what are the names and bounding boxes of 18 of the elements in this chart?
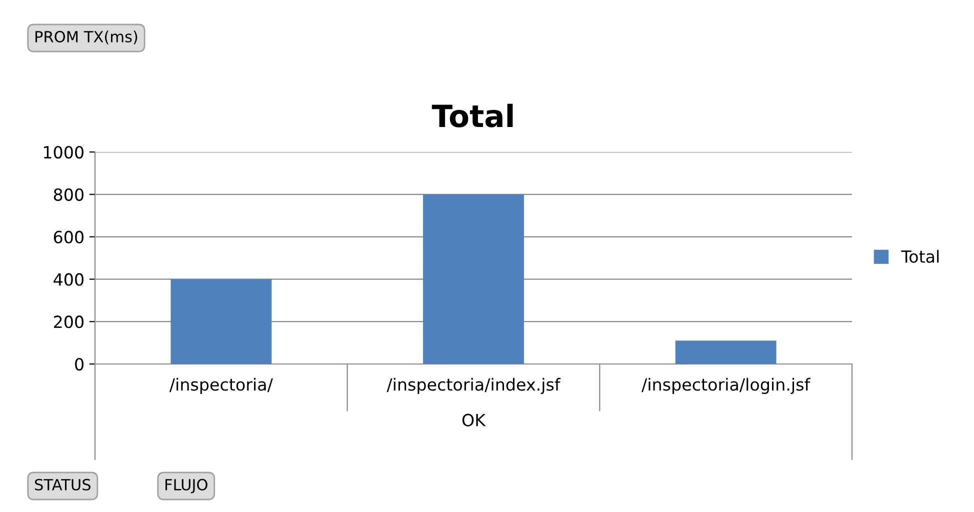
x-tick-label: /inspectoria/login.jsf bbox=[642, 378, 810, 394]
y-tick-label: 800 bbox=[54, 188, 84, 201]
text: STATUS bbox=[35, 478, 90, 490]
bar bbox=[675, 340, 776, 364]
chart-title: Total bbox=[432, 104, 513, 128]
text: FLUJO bbox=[166, 478, 208, 494]
x-tick-label: /inspectoria/index.jsf bbox=[386, 378, 561, 394]
y-tick-label: 0 bbox=[75, 358, 84, 371]
y-tick-label: 1000 bbox=[44, 146, 84, 159]
x-tick-label: /inspectoria/ bbox=[169, 378, 273, 394]
legend-label: Total bbox=[901, 250, 939, 263]
text: PROM TX(ms) bbox=[36, 30, 138, 44]
y-tick-label: 200 bbox=[54, 316, 84, 328]
x-axis-title: OK bbox=[462, 414, 486, 426]
bar bbox=[423, 194, 524, 364]
y-tick-label: 400 bbox=[54, 273, 84, 286]
y-tick-label: 600 bbox=[54, 230, 84, 244]
bar bbox=[170, 279, 272, 364]
